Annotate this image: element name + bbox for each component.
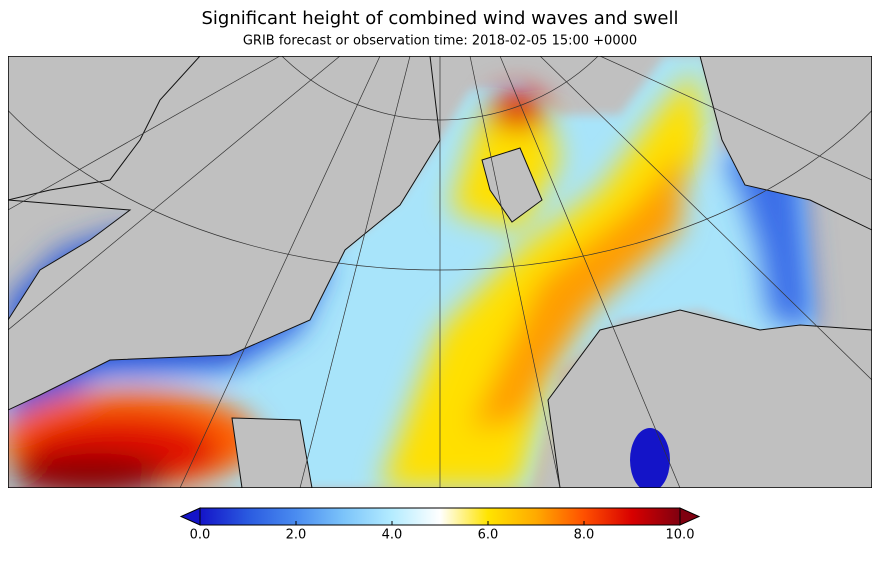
colorbar-arrow-high [679, 507, 701, 526]
land [8, 56, 872, 488]
colorbar-tick-label: 0.0 [190, 528, 211, 543]
colorbar-tick-label: 8.0 [574, 528, 595, 543]
subtitle: GRIB forecast or observation time: 2018-… [243, 34, 637, 49]
title: Significant height of combined wind wave… [202, 8, 679, 29]
colorbar-tick-label: 10.0 [666, 528, 695, 543]
colorbar-arrow-low [179, 507, 201, 526]
colorbar: 0.0 2.0 4.0 6.0 8.0 10.0 [179, 507, 701, 543]
colorbar-scale [199, 507, 681, 526]
colorbar-tick-label: 4.0 [382, 528, 403, 543]
colorbar-tick-label: 2.0 [286, 528, 307, 543]
colorbar-tick-label: 6.0 [478, 528, 499, 543]
map [8, 56, 872, 488]
